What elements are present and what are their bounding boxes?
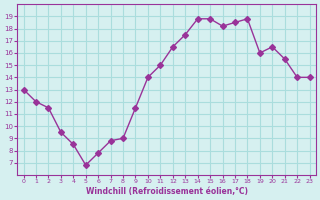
X-axis label: Windchill (Refroidissement éolien,°C): Windchill (Refroidissement éolien,°C) xyxy=(85,187,248,196)
